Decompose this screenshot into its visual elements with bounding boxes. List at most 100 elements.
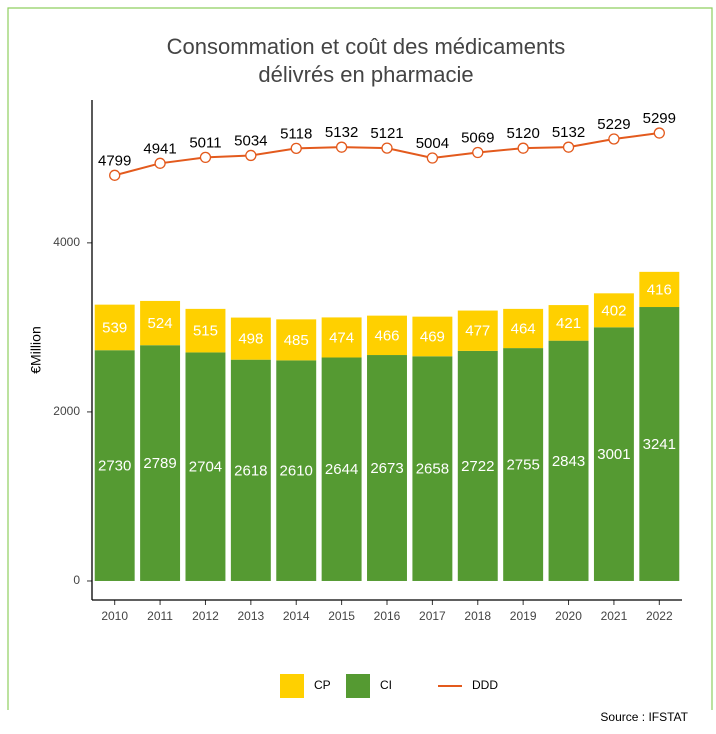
data-label: 2704 — [189, 459, 222, 476]
data-label: 2673 — [370, 460, 403, 477]
x-tick-label: 2021 — [601, 609, 628, 623]
bar-segment — [503, 308, 544, 349]
line-point — [517, 142, 529, 154]
data-label: 416 — [647, 281, 672, 298]
data-label: 4941 — [143, 140, 176, 157]
line-point — [653, 127, 665, 139]
data-label: 2644 — [325, 461, 358, 478]
data-label: 2755 — [506, 457, 539, 474]
bar-segment — [321, 317, 362, 358]
bar-segment — [367, 315, 407, 356]
bar-segment — [639, 271, 680, 308]
data-label: 466 — [374, 327, 399, 344]
data-label: 5004 — [416, 135, 449, 152]
data-label: 5229 — [597, 116, 630, 133]
line-point — [335, 141, 348, 153]
data-label: 539 — [102, 319, 127, 336]
data-label: 5121 — [370, 125, 403, 142]
line-point — [562, 141, 575, 153]
data-label: 5120 — [506, 125, 539, 142]
bar-segment — [503, 348, 544, 581]
bar-segment — [230, 359, 271, 581]
y-tick-label: 0 — [73, 573, 80, 587]
x-tick-label: 2017 — [419, 609, 446, 623]
line-point — [290, 142, 302, 155]
x-tick-label: 2019 — [510, 609, 537, 623]
data-label: 5132 — [552, 124, 585, 141]
data-label: 498 — [238, 331, 263, 348]
bar-segment — [457, 310, 498, 351]
data-label: 402 — [601, 302, 626, 319]
legend-label: CI — [380, 678, 392, 692]
source: Source : IFSTAT — [600, 710, 688, 724]
line-point — [381, 142, 393, 154]
bar-segment — [276, 319, 317, 361]
data-label: 477 — [465, 323, 490, 340]
bar-segment — [412, 316, 453, 357]
bar-segment — [593, 293, 634, 328]
bar-segment — [185, 352, 226, 581]
line-point — [608, 133, 620, 145]
data-label: 4799 — [98, 152, 131, 169]
x-tick-label: 2013 — [237, 609, 264, 623]
legend-swatch — [280, 674, 304, 698]
bar-segment — [548, 305, 589, 341]
x-tick-label: 2018 — [464, 609, 491, 623]
bar-segment — [457, 350, 498, 581]
data-label: 2722 — [461, 458, 494, 475]
data-label: 5132 — [325, 124, 358, 141]
data-label: 515 — [193, 323, 218, 340]
line-point — [472, 146, 484, 159]
bar-segment — [185, 308, 226, 353]
data-label: 5034 — [234, 132, 267, 149]
bar-segment — [276, 360, 317, 581]
bar-segment — [94, 350, 135, 581]
bar-segment — [593, 327, 634, 581]
bar-segment — [140, 300, 181, 346]
legend-swatch — [346, 674, 370, 698]
data-label: 2843 — [552, 453, 585, 470]
legend-label: CP — [314, 678, 331, 692]
data-label: 2610 — [280, 463, 313, 480]
frame — [7, 7, 713, 710]
line-point — [154, 157, 166, 169]
chart-title: délivrés en pharmacie — [258, 62, 473, 87]
bar-segment — [140, 345, 181, 581]
x-tick-label: 2011 — [147, 609, 173, 623]
data-label: 5011 — [189, 134, 221, 151]
y-tick-label: 4000 — [53, 235, 80, 249]
data-label: 2730 — [98, 458, 131, 475]
line-point — [245, 149, 257, 162]
x-tick-label: 2020 — [555, 609, 582, 623]
x-tick-label: 2022 — [646, 609, 673, 623]
bar-segment — [321, 357, 362, 581]
data-label: 485 — [284, 332, 309, 349]
data-label: 2658 — [416, 461, 449, 478]
bar-segment — [94, 304, 135, 351]
data-label: 421 — [556, 315, 581, 332]
data-label: 524 — [148, 315, 173, 332]
data-label: 2618 — [234, 462, 267, 479]
x-tick-label: 2014 — [283, 609, 310, 623]
line-point — [426, 152, 439, 164]
x-tick-label: 2015 — [328, 609, 355, 623]
legend-label: DDD — [472, 678, 498, 692]
data-label: 3001 — [597, 446, 630, 463]
bar-segment — [230, 317, 271, 360]
y-axis-label: €Million — [28, 326, 44, 373]
data-label: 5118 — [280, 125, 312, 142]
line-point — [199, 151, 212, 164]
x-tick-label: 2016 — [374, 609, 401, 623]
bar-segment — [548, 340, 589, 581]
data-label: 5069 — [461, 129, 494, 146]
bar-segment — [412, 356, 453, 581]
bar-segment — [367, 355, 407, 581]
data-label: 464 — [511, 320, 536, 337]
x-tick-label: 2012 — [192, 609, 219, 623]
chart-title: Consommation et coût des médicaments — [167, 34, 566, 59]
line-point — [109, 169, 121, 181]
y-tick-label: 2000 — [53, 404, 80, 418]
data-label: 469 — [420, 328, 445, 345]
x-tick-label: 2010 — [101, 609, 128, 623]
